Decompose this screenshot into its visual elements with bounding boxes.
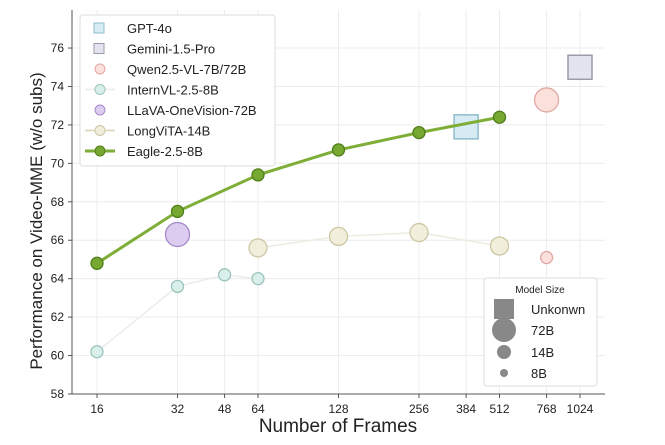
y-tick-label: 64 bbox=[51, 272, 65, 286]
y-tick-label: 66 bbox=[51, 233, 65, 247]
eagle-2-5-8b-point bbox=[251, 168, 265, 182]
y-tick-label: 76 bbox=[51, 41, 65, 55]
y-tick-label: 68 bbox=[51, 195, 65, 209]
y-tick-label: 58 bbox=[51, 387, 65, 401]
legend-marker-longvita-14b bbox=[94, 125, 106, 136]
qwen2-5-vl-7b-72b-point bbox=[533, 87, 560, 113]
x-tick-label: 512 bbox=[489, 402, 509, 416]
size-legend-square bbox=[494, 299, 514, 319]
gemini-1-5-pro-point bbox=[567, 54, 593, 81]
qwen2-5-vl-7b-72b-point bbox=[539, 250, 554, 265]
llava-onevision-72b-point bbox=[164, 221, 191, 248]
legend-marker-qwen2-5-vl-7b-72b bbox=[94, 63, 106, 75]
size-legend-circle bbox=[492, 318, 516, 342]
legend-label: LongViTA-14B bbox=[127, 124, 210, 139]
internvl-2-5-8b-point bbox=[217, 268, 232, 282]
eagle-2-5-8b-point bbox=[90, 256, 104, 270]
eagle-2-5-8b-point bbox=[170, 204, 185, 219]
internvl-2-5-8b-point bbox=[90, 345, 104, 359]
y-tick-label: 62 bbox=[51, 310, 65, 324]
eagle-2-5-8b-line bbox=[96, 115, 500, 265]
x-tick-label: 48 bbox=[218, 402, 232, 416]
legend-box bbox=[79, 14, 276, 167]
internvl-2-5-8b-point bbox=[251, 272, 265, 286]
y-tick-label: 72 bbox=[51, 118, 65, 132]
size-legend-label: Unkonwn bbox=[531, 302, 585, 317]
x-axis-label: Number of Frames bbox=[259, 416, 417, 437]
y-axis-label: Performance on Video-MME (w/o subs) bbox=[27, 72, 46, 369]
legend-label: LLaVA-OneVision-72B bbox=[127, 103, 257, 118]
legend-label: InternVL-2.5-8B bbox=[127, 83, 219, 98]
legend-marker-llava-onevision-72b bbox=[94, 104, 106, 116]
eagle-2-5-8b-point bbox=[412, 125, 426, 140]
legend-label: Eagle-2.5-8B bbox=[127, 144, 203, 159]
x-tick-label: 1024 bbox=[567, 402, 594, 416]
size-legend-label: 8B bbox=[531, 366, 547, 381]
x-tick-label: 16 bbox=[90, 402, 104, 416]
x-tick-label: 768 bbox=[537, 402, 557, 416]
eagle-2-5-8b-point bbox=[331, 143, 346, 157]
size-legend-title: Model Size bbox=[515, 285, 565, 296]
x-tick-label: 128 bbox=[328, 402, 348, 416]
longvita-14b-point bbox=[409, 222, 429, 243]
size-legend-label: 14B bbox=[531, 345, 554, 360]
gpt-4o-point bbox=[453, 114, 479, 140]
legend-label: Gemini-1.5-Pro bbox=[127, 42, 215, 57]
x-tick-label: 384 bbox=[456, 402, 476, 416]
size-legend-circle bbox=[500, 369, 508, 377]
x-tick-label: 256 bbox=[409, 402, 429, 416]
x-tick-label: 32 bbox=[171, 402, 185, 416]
longvita-14b-line bbox=[257, 231, 500, 249]
longvita-14b-point bbox=[248, 238, 268, 258]
y-tick-label: 70 bbox=[51, 156, 65, 170]
size-legend-label: 72B bbox=[531, 323, 554, 338]
longvita-14b-point bbox=[489, 236, 510, 256]
internvl-2-5-8b-line bbox=[96, 274, 259, 353]
eagle-2-5-8b-point bbox=[492, 110, 507, 124]
legend-marker-gpt-4o bbox=[93, 22, 105, 34]
legend-marker-internvl-2-5-8b bbox=[94, 84, 106, 95]
legend-label: GPT-4o bbox=[127, 21, 172, 36]
y-tick-label: 74 bbox=[51, 79, 65, 93]
x-tick-label: 64 bbox=[251, 402, 265, 416]
internvl-2-5-8b-point bbox=[170, 279, 185, 294]
legend-label: Qwen2.5-VL-7B/72B bbox=[127, 62, 246, 77]
legend-marker-gemini-1-5-pro bbox=[93, 43, 105, 54]
y-tick-label: 60 bbox=[51, 349, 65, 363]
legend-marker-eagle-2-5-8b bbox=[94, 145, 106, 157]
size-legend-circle bbox=[497, 345, 511, 359]
longvita-14b-point bbox=[328, 226, 349, 247]
